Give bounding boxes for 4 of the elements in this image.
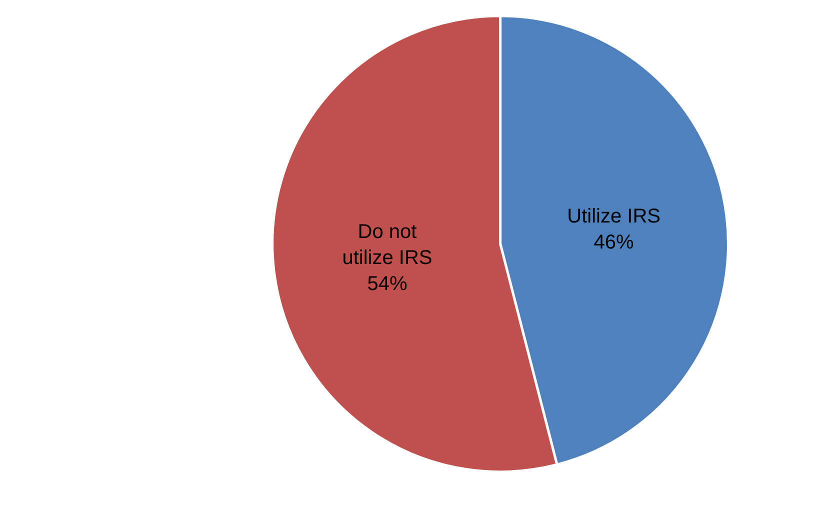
slice-label: Utilize IRS bbox=[567, 206, 660, 228]
data-label: 46% bbox=[594, 232, 634, 254]
slice-label: Do not utilize IRS bbox=[342, 221, 432, 270]
data-label: 54% bbox=[367, 273, 408, 296]
